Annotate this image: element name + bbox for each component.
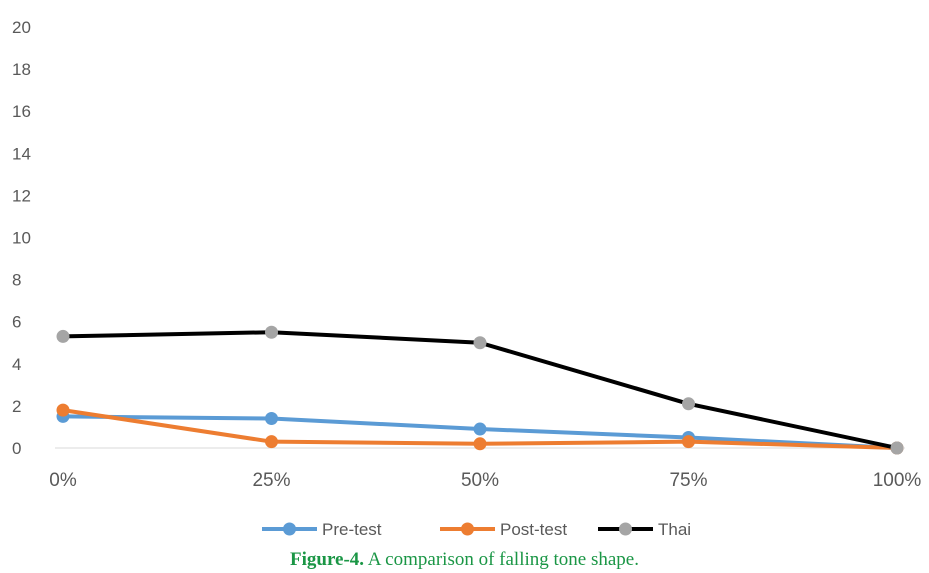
x-tick-label: 100%	[873, 470, 922, 491]
y-tick-label: 4	[12, 355, 21, 374]
x-tick-label: 25%	[252, 470, 290, 491]
series-layer	[56, 325, 904, 455]
data-point-thai	[890, 441, 904, 455]
y-tick-label: 18	[12, 60, 31, 79]
legend-marker-pre-test	[283, 522, 296, 536]
legend-marker-thai	[619, 522, 632, 536]
data-point-post-test	[56, 403, 70, 417]
legend-item-post-test: Post-test	[440, 520, 567, 539]
data-point-post-test	[682, 435, 695, 449]
x-tick-label: 50%	[461, 470, 499, 491]
caption-text: A comparison of falling tone shape.	[364, 549, 639, 570]
x-tick-label: 75%	[669, 470, 707, 491]
y-tick-label: 20	[12, 18, 31, 37]
data-point-post-test	[265, 435, 278, 449]
legend-item-thai: Thai	[598, 520, 691, 539]
data-point-thai	[473, 336, 487, 350]
data-point-pre-test	[473, 422, 487, 436]
y-tick-label: 6	[12, 313, 21, 332]
y-tick-label: 14	[12, 144, 31, 163]
legend-label-thai: Thai	[658, 520, 691, 539]
data-point-pre-test	[265, 412, 278, 426]
legend: Pre-test Post-test Thai	[262, 520, 691, 539]
x-tick-label: 0%	[49, 470, 77, 491]
x-axis-ticks: 0% 25% 50% 75% 100%	[49, 470, 921, 491]
y-tick-label: 12	[12, 186, 31, 205]
legend-label-post-test: Post-test	[500, 520, 567, 539]
y-tick-label: 10	[12, 229, 31, 248]
legend-marker-post-test	[461, 522, 474, 536]
data-point-thai	[682, 397, 695, 411]
series-post-test	[56, 403, 904, 455]
legend-label-pre-test: Pre-test	[322, 520, 382, 539]
y-tick-label: 0	[12, 439, 21, 458]
data-point-thai	[265, 325, 278, 339]
y-tick-label: 8	[12, 271, 21, 290]
y-tick-label: 2	[12, 397, 21, 416]
data-point-post-test	[473, 437, 487, 451]
data-point-thai	[56, 329, 70, 343]
y-axis-ticks: 0 2 4 6 8 10 12 14 16 18 20	[12, 18, 31, 458]
figure-caption: Figure-4. A comparison of falling tone s…	[0, 549, 929, 571]
y-tick-label: 16	[12, 102, 31, 121]
legend-item-pre-test: Pre-test	[262, 520, 382, 539]
caption-label: Figure-4.	[290, 549, 365, 570]
series-thai	[56, 325, 904, 455]
